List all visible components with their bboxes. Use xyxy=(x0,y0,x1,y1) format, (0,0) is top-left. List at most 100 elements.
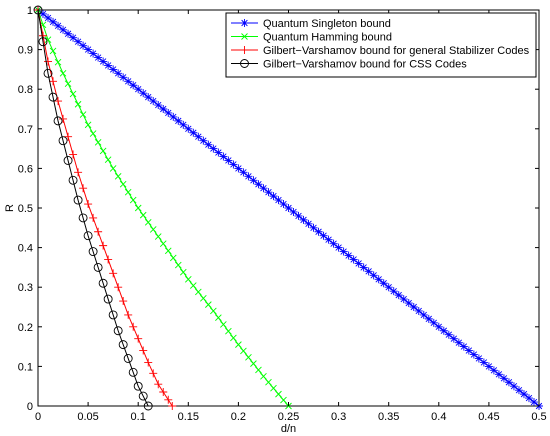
legend-entry: Gilbert−Varshamov bound for general Stab… xyxy=(231,45,530,57)
asterisk-marker xyxy=(64,29,73,38)
circle-marker xyxy=(43,68,53,78)
asterisk-marker xyxy=(324,235,333,244)
x-marker xyxy=(195,288,202,296)
asterisk-marker xyxy=(499,374,508,383)
asterisk-marker xyxy=(369,271,378,280)
legend: Quantum Singleton bound Quantum Hamming b… xyxy=(225,12,537,78)
plus-marker xyxy=(84,200,93,209)
y-tick-label: 0 xyxy=(27,401,33,413)
x-marker xyxy=(255,366,262,374)
asterisk-marker xyxy=(179,120,188,129)
circle-marker xyxy=(63,156,73,165)
asterisk-marker xyxy=(339,247,348,256)
asterisk-marker xyxy=(449,334,458,343)
asterisk-marker xyxy=(254,180,263,189)
asterisk-marker xyxy=(414,306,423,315)
asterisk-marker xyxy=(149,97,158,106)
asterisk-marker xyxy=(249,176,258,185)
asterisk-marker xyxy=(399,295,408,304)
x-marker xyxy=(154,233,162,240)
x-marker xyxy=(149,226,157,233)
asterisk-marker xyxy=(304,219,313,228)
x-tick-label: 0.35 xyxy=(378,411,399,423)
plus-marker xyxy=(89,213,98,222)
asterisk-marker xyxy=(94,53,103,62)
asterisk-marker xyxy=(124,77,133,86)
asterisk-marker xyxy=(219,152,228,161)
plus-marker xyxy=(134,334,143,343)
x-marker xyxy=(164,247,172,255)
x-marker xyxy=(205,301,212,308)
plus-marker xyxy=(79,184,88,193)
asterisk-marker xyxy=(329,239,338,248)
circle-marker xyxy=(133,381,143,391)
asterisk-marker xyxy=(474,354,483,363)
circle-marker xyxy=(73,195,83,205)
asterisk-marker xyxy=(39,9,48,18)
x-marker xyxy=(84,121,92,129)
asterisk-marker xyxy=(514,386,523,395)
legend-label: Quantum Hamming bound xyxy=(263,32,392,44)
plus-marker xyxy=(109,269,118,278)
asterisk-marker xyxy=(259,184,268,193)
plus-marker xyxy=(99,241,108,250)
asterisk-marker xyxy=(344,251,353,260)
asterisk-marker xyxy=(489,366,498,375)
series-line xyxy=(37,9,149,407)
x-marker xyxy=(235,341,242,348)
x-marker xyxy=(220,321,227,328)
asterisk-marker xyxy=(194,132,203,141)
asterisk-marker xyxy=(309,223,318,232)
series-3 xyxy=(33,5,153,411)
asterisk-marker xyxy=(504,378,513,387)
asterisk-marker xyxy=(529,398,538,407)
asterisk-marker xyxy=(404,299,413,308)
asterisk-marker xyxy=(209,144,218,153)
x-marker xyxy=(184,275,192,283)
plus-marker xyxy=(164,395,173,404)
x-marker xyxy=(99,147,107,155)
asterisk-marker xyxy=(159,105,168,113)
asterisk-marker xyxy=(384,283,393,292)
asterisk-marker xyxy=(359,263,368,272)
asterisk-marker xyxy=(289,207,298,216)
circle-marker xyxy=(48,92,58,102)
x-marker xyxy=(129,196,137,204)
asterisk-marker xyxy=(199,136,208,145)
asterisk-marker xyxy=(389,287,398,296)
x-marker xyxy=(280,396,287,404)
plus-marker xyxy=(104,255,113,264)
circle-marker xyxy=(118,340,128,350)
asterisk-marker xyxy=(204,140,213,149)
x-tick-label: 0.45 xyxy=(478,411,499,423)
circle-marker xyxy=(53,116,63,126)
asterisk-marker xyxy=(274,196,283,205)
asterisk-marker xyxy=(454,338,463,347)
asterisk-marker xyxy=(119,73,128,82)
plus-marker xyxy=(159,387,168,396)
asterisk-marker xyxy=(314,227,323,236)
plus-marker xyxy=(114,283,123,292)
plus-marker xyxy=(69,150,78,159)
y-tick-label: 0.8 xyxy=(18,84,33,96)
x-marker xyxy=(139,211,147,219)
y-axis: 0 0.1 0.2 0.3 0.4 0.5 0.6 0.7 0.8 0.9 1 xyxy=(18,5,539,413)
legend-label: Quantum Singleton bound xyxy=(263,18,391,30)
x-marker xyxy=(189,282,197,289)
y-tick-label: 0.2 xyxy=(18,322,33,334)
asterisk-marker xyxy=(240,19,249,27)
x-marker xyxy=(119,180,127,188)
x-marker xyxy=(240,347,247,355)
series-0 xyxy=(34,6,543,410)
asterisk-marker xyxy=(224,156,233,165)
x-axis-label: d/n xyxy=(281,423,296,435)
x-marker xyxy=(114,173,122,180)
asterisk-marker xyxy=(319,231,328,240)
x-marker xyxy=(200,294,207,302)
circle-marker xyxy=(83,231,93,241)
circle-marker xyxy=(98,278,108,288)
x-marker xyxy=(241,33,248,40)
circle-marker xyxy=(108,310,118,320)
legend-entry: Gilbert−Varshamov bound for CSS Codes xyxy=(231,59,467,71)
series-1 xyxy=(34,6,292,410)
